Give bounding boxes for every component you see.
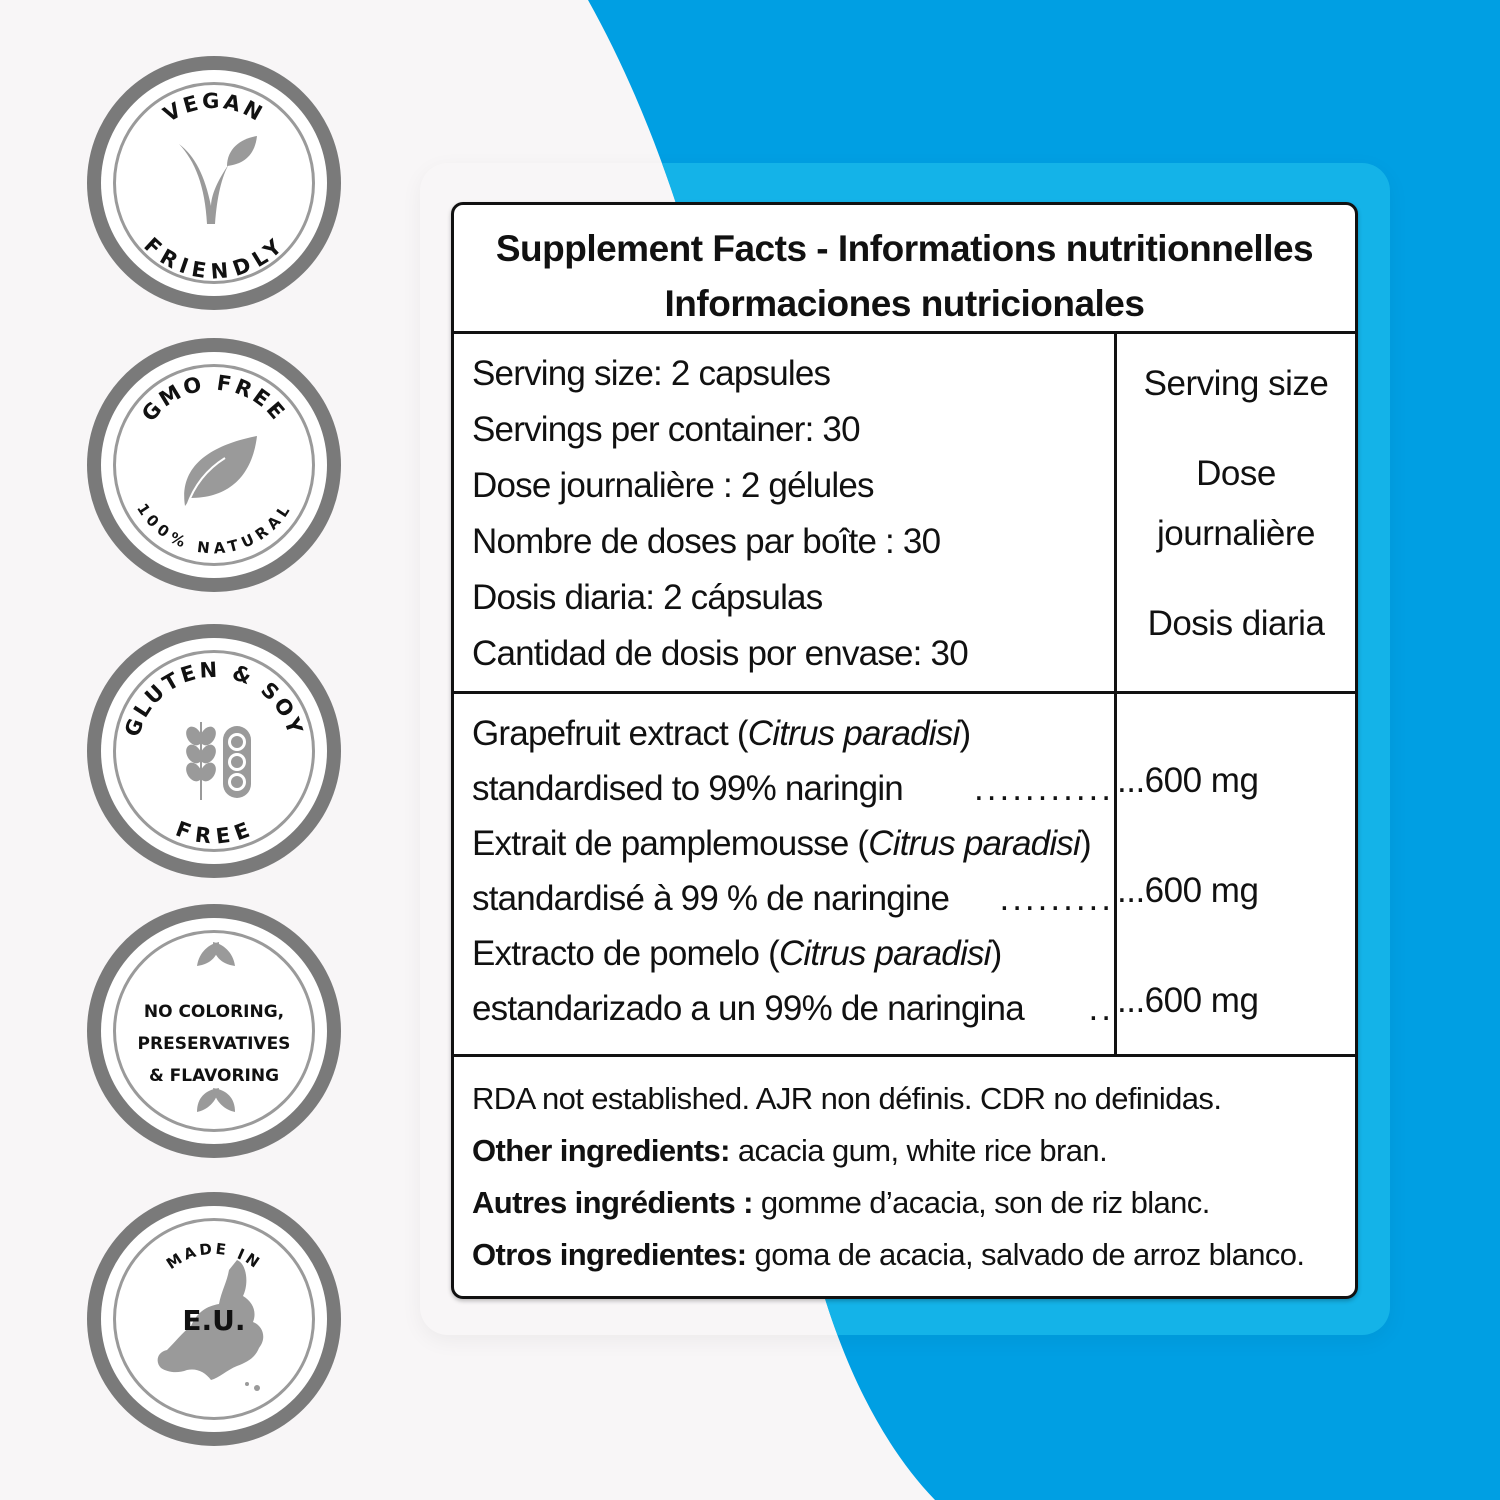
badge-line: NO COLORING, [143, 1002, 285, 1022]
badge-line: PRESERVATIVES [137, 1034, 291, 1054]
serving-line: Nombre de doses par boîte : 30 [472, 522, 941, 561]
svg-text:FRIENDLY: FRIENDLY [139, 233, 288, 284]
ingredient-name: Grapefruit extract (Citrus paradisi) [472, 714, 971, 753]
serving-line: Dose journalière : 2 gélules [472, 466, 875, 505]
soybean-icon [223, 726, 251, 798]
eu-text: E.U. [182, 1304, 246, 1337]
serving-section: Serving size: 2 capsules Servings per co… [454, 334, 1355, 694]
svg-text:GLUTEN & SOY: GLUTEN & SOY [120, 658, 308, 740]
other-ingredients-fr: Autres ingrédients : gomme d’acacia, son… [472, 1185, 1210, 1220]
ingredient-amount: ...600 mg [1117, 761, 1259, 800]
ingredients-section: Grapefruit extract (Citrus paradisi) sta… [454, 694, 1355, 1057]
ingredient-amount: ...600 mg [1117, 871, 1259, 910]
v-leaf-icon [179, 136, 257, 224]
ingredient-amount: ...600 mg [1117, 981, 1259, 1020]
facts-title: Supplement Facts - Informations nutritio… [454, 205, 1355, 334]
svg-text:100% NATURAL: 100% NATURAL [133, 500, 295, 557]
supplement-facts-table: Supplement Facts - Informations nutritio… [451, 202, 1358, 1299]
serving-line: Cantidad de dosis por envase: 30 [472, 634, 969, 673]
journaliere-header: journalière [1157, 514, 1315, 553]
serving-line: Dosis diaria: 2 cápsulas [472, 578, 823, 617]
europe-map-icon [157, 1260, 264, 1391]
svg-text:VEGAN: VEGAN [159, 89, 268, 127]
badge-line: & FLAVORING [148, 1066, 280, 1086]
dose-header: Dose [1196, 454, 1276, 493]
leaf-icon [184, 436, 257, 507]
footer-section: RDA not established. AJR non définis. CD… [454, 1057, 1355, 1281]
made-in-eu-badge: MADE IN E.U. [87, 1192, 341, 1446]
facts-title-line1: Supplement Facts - Informations nutritio… [495, 228, 1314, 269]
dosis-diaria-header: Dosis diaria [1147, 604, 1325, 643]
leaves-icon-top [197, 942, 235, 966]
serving-line: Servings per container: 30 [472, 410, 861, 449]
no-additives-badge: NO COLORING, PRESERVATIVES & FLAVORING [87, 904, 341, 1158]
gmo-free-badge: GMO FREE 100% NATURAL [87, 338, 341, 592]
gluten-soy-free-badge: GLUTEN & SOY FREE [87, 624, 341, 878]
serving-line: Serving size: 2 capsules [472, 354, 831, 393]
vegan-friendly-badge: VEGAN FRIENDLY [87, 56, 341, 310]
wheat-icon [186, 722, 216, 800]
other-ingredients-es: Otros ingredientes: goma de acacia, salv… [472, 1237, 1305, 1272]
ingredient-detail: standardisé à 99 % de naringine ........… [472, 879, 1114, 918]
ingredient-detail: estandarizado a un 99% de naringina .. [472, 989, 1114, 1028]
other-ingredients-en: Other ingredients: acacia gum, white ric… [472, 1133, 1108, 1168]
ingredient-detail: standardised to 99% naringin ........... [472, 769, 1114, 808]
serving-size-header: Serving size [1143, 364, 1329, 403]
ingredient-name: Extracto de pomelo (Citrus paradisi) [472, 934, 1002, 973]
svg-text:FREE: FREE [173, 817, 256, 849]
rda-note: RDA not established. AJR non définis. CD… [472, 1081, 1222, 1116]
svg-text:GMO FREE: GMO FREE [137, 371, 291, 426]
leaves-icon-bottom [197, 1088, 235, 1112]
ingredient-name: Extrait de pamplemousse (Citrus paradisi… [472, 824, 1092, 863]
facts-title-line2: Informaciones nutricionales [664, 283, 1145, 324]
badge-top-text: VEGAN [159, 89, 265, 127]
svg-text:MADE IN: MADE IN [163, 1240, 265, 1273]
badge-bottom-text: FRIENDLY [139, 233, 285, 284]
